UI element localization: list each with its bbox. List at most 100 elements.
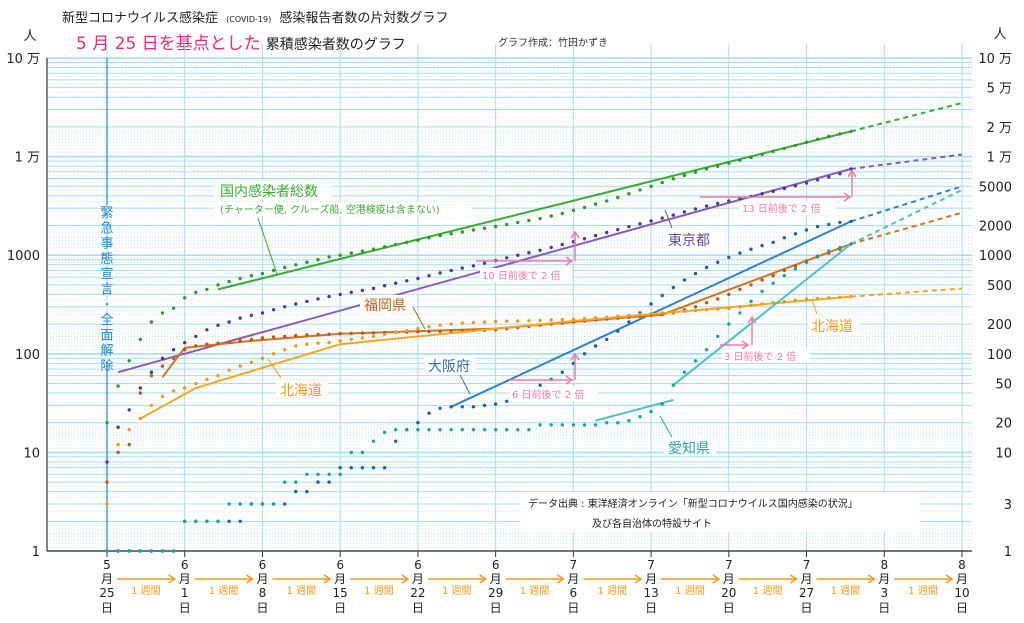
data-point-national [771, 149, 775, 154]
data-point-fukuoka [149, 374, 154, 378]
data-point-national [682, 173, 687, 178]
data-point-hokkaido [793, 298, 798, 302]
data-point-hokkaido [849, 294, 853, 299]
data-point-osaka [727, 255, 731, 260]
data-point-hokkaido [649, 312, 653, 316]
data-point-national [382, 245, 387, 249]
data-point-hokkaido [427, 325, 431, 329]
data-point-tokyo [549, 245, 553, 250]
x-tick-month-suffix: 月 [490, 572, 502, 586]
data-point-fukuoka [216, 341, 220, 345]
x-tick-month-suffix: 月 [878, 572, 890, 586]
data-point-aichi [782, 274, 786, 278]
data-point-national [649, 184, 653, 188]
data-point-hokkaido [560, 317, 564, 322]
data-point-fukuoka [738, 287, 742, 292]
data-point-aichi [171, 549, 176, 553]
week-arrowhead [634, 574, 643, 584]
data-point-aichi [838, 245, 842, 250]
data-point-aichi [704, 348, 709, 352]
series-fukuoka [105, 211, 963, 484]
data-point-hokkaido [838, 295, 842, 299]
data-point-fukuoka [349, 331, 353, 336]
data-point-hokkaido [271, 352, 276, 356]
arrowhead [565, 256, 574, 266]
data-point-osaka [327, 480, 331, 484]
arrowhead [843, 192, 852, 202]
data-point-osaka [649, 302, 653, 306]
x-tick-date: 22 [410, 586, 425, 600]
data-point-tokyo [593, 233, 598, 238]
fit-line-hokkaido [139, 295, 852, 420]
data-point-tokyo [405, 279, 409, 283]
data-point-national [693, 170, 698, 174]
data-point-national [493, 224, 498, 229]
emergency-char: 除 [100, 359, 113, 374]
data-point-hokkaido [582, 316, 587, 321]
data-point-osaka [582, 352, 587, 356]
emergency-char: 言 [100, 283, 113, 298]
data-point-national [271, 268, 276, 273]
data-point-fukuoka [760, 278, 764, 282]
data-point-aichi [149, 549, 154, 553]
data-point-aichi [327, 472, 331, 476]
label-hokkaido-2: 北海道 [811, 319, 853, 335]
data-point-national [749, 155, 753, 160]
x-tick-month: 6 [259, 558, 267, 572]
arrowhead [747, 315, 757, 324]
data-point-national [616, 195, 620, 200]
leader-national [257, 217, 278, 275]
data-point-aichi [593, 423, 598, 427]
source-line-2: 及び各自治体の特設サイト [592, 517, 712, 530]
data-point-osaka [294, 489, 298, 494]
data-point-aichi [260, 502, 265, 506]
data-point-tokyo [116, 425, 120, 429]
data-point-tokyo [460, 266, 464, 270]
y-ticks-right: 10 万 5 万 2 万 1 万 5000 2000 1000 500 200 100 50 20 10… [978, 52, 1012, 560]
data-point-national [849, 129, 853, 134]
data-point-osaka [338, 466, 342, 470]
data-point-aichi [438, 428, 442, 432]
emergency-char: 面 [100, 328, 113, 343]
x-tick-day-suffix: 日 [645, 601, 657, 615]
data-point-aichi [516, 428, 520, 432]
data-point-hokkaido [316, 341, 320, 345]
data-point-aichi [693, 359, 698, 363]
y-unit-left: 人 [23, 29, 36, 44]
series-hokkaido [105, 287, 963, 506]
data-point-hokkaido [105, 502, 109, 506]
data-point-aichi [427, 428, 431, 432]
data-point-tokyo [605, 230, 609, 235]
data-point-national [127, 359, 131, 363]
projection-line-tokyo [850, 153, 963, 170]
data-point-national [827, 134, 831, 139]
x-tick-date: 1 [181, 586, 189, 600]
week-arrowhead [867, 574, 876, 584]
label-bg [424, 356, 476, 374]
data-point-osaka [382, 466, 387, 470]
label-national-note: (チャーター便, クルーズ船, 空港検疫は含まない) [220, 203, 440, 216]
data-point-tokyo [582, 237, 587, 241]
y-tick-label-right: 500 [987, 279, 1012, 294]
data-point-osaka [815, 224, 820, 229]
data-point-tokyo [716, 201, 720, 206]
data-point-hokkaido [216, 374, 220, 378]
data-point-tokyo [105, 460, 109, 464]
data-point-national [815, 137, 820, 141]
data-point-aichi [649, 409, 653, 414]
data-point-hokkaido [549, 318, 553, 322]
week-label: 1 週間 [831, 585, 861, 597]
data-point-tokyo [693, 207, 698, 211]
week-arrowhead [790, 574, 798, 584]
projection-line-fukuoka [850, 211, 963, 245]
label-bg [510, 387, 598, 401]
axes [46, 58, 972, 552]
data-point-national [560, 211, 564, 216]
x-tick-month: 6 [336, 558, 344, 572]
x-tick-day-suffix: 日 [878, 601, 890, 615]
leader-hokkaido-2 [811, 299, 818, 315]
data-point-osaka [671, 285, 675, 290]
data-point-osaka [704, 265, 709, 270]
